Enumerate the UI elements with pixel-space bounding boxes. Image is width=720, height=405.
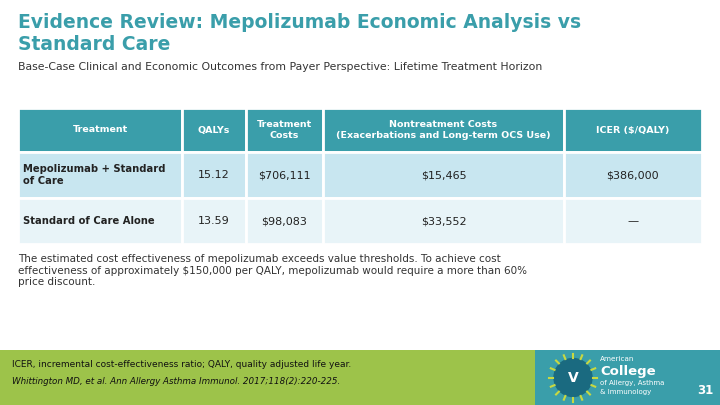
Bar [182,152,246,198]
Bar [0,350,535,405]
Text: QALYs: QALYs [198,126,230,134]
Bar [182,108,246,152]
Text: $98,083: $98,083 [261,216,307,226]
Text: 15.12: 15.12 [198,170,230,180]
Text: V: V [567,371,578,384]
Bar [564,152,702,198]
Text: 31: 31 [697,384,713,397]
Text: of Allergy, Asthma: of Allergy, Asthma [600,380,665,386]
Text: ICER, incremental cost-effectiveness ratio; QALY, quality adjusted life year.: ICER, incremental cost-effectiveness rat… [12,360,351,369]
Text: Nontreatment Costs
(Exacerbations and Long-term OCS Use): Nontreatment Costs (Exacerbations and Lo… [336,120,551,140]
Circle shape [554,358,592,396]
Bar [535,350,720,405]
Text: Evidence Review: Mepolizumab Economic Analysis vs: Evidence Review: Mepolizumab Economic An… [18,13,581,32]
Bar [246,108,323,152]
Text: American: American [600,356,634,362]
Bar [182,198,246,244]
Bar [564,198,702,244]
Text: Whittington MD, et al. Ann Allergy Asthma Immunol. 2017;118(2):220-225.: Whittington MD, et al. Ann Allergy Asthm… [12,377,341,386]
Text: $706,111: $706,111 [258,170,311,180]
Bar [564,108,702,152]
Text: $33,552: $33,552 [420,216,467,226]
Text: & Immunology: & Immunology [600,389,652,395]
Text: Treatment
Costs: Treatment Costs [257,120,312,140]
Bar [18,152,182,198]
Bar [246,152,323,198]
Bar [246,198,323,244]
Text: Standard Care: Standard Care [18,35,171,54]
Text: 13.59: 13.59 [198,216,230,226]
Text: ICER ($/QALY): ICER ($/QALY) [596,126,670,134]
Text: The estimated cost effectiveness of mepolizumab exceeds value thresholds. To ach: The estimated cost effectiveness of mepo… [18,254,527,287]
Text: $15,465: $15,465 [420,170,467,180]
Text: $386,000: $386,000 [607,170,660,180]
Bar [323,198,564,244]
Text: Base-Case Clinical and Economic Outcomes from Payer Perspective: Lifetime Treatm: Base-Case Clinical and Economic Outcomes… [18,62,542,72]
Text: College: College [600,365,656,378]
Text: Mepolizumab + Standard
of Care: Mepolizumab + Standard of Care [23,164,166,186]
Text: Treatment: Treatment [73,126,127,134]
Bar [18,108,182,152]
Bar [323,152,564,198]
Text: —: — [627,216,639,226]
Bar [323,108,564,152]
Text: Standard of Care Alone: Standard of Care Alone [23,216,155,226]
Bar [18,198,182,244]
